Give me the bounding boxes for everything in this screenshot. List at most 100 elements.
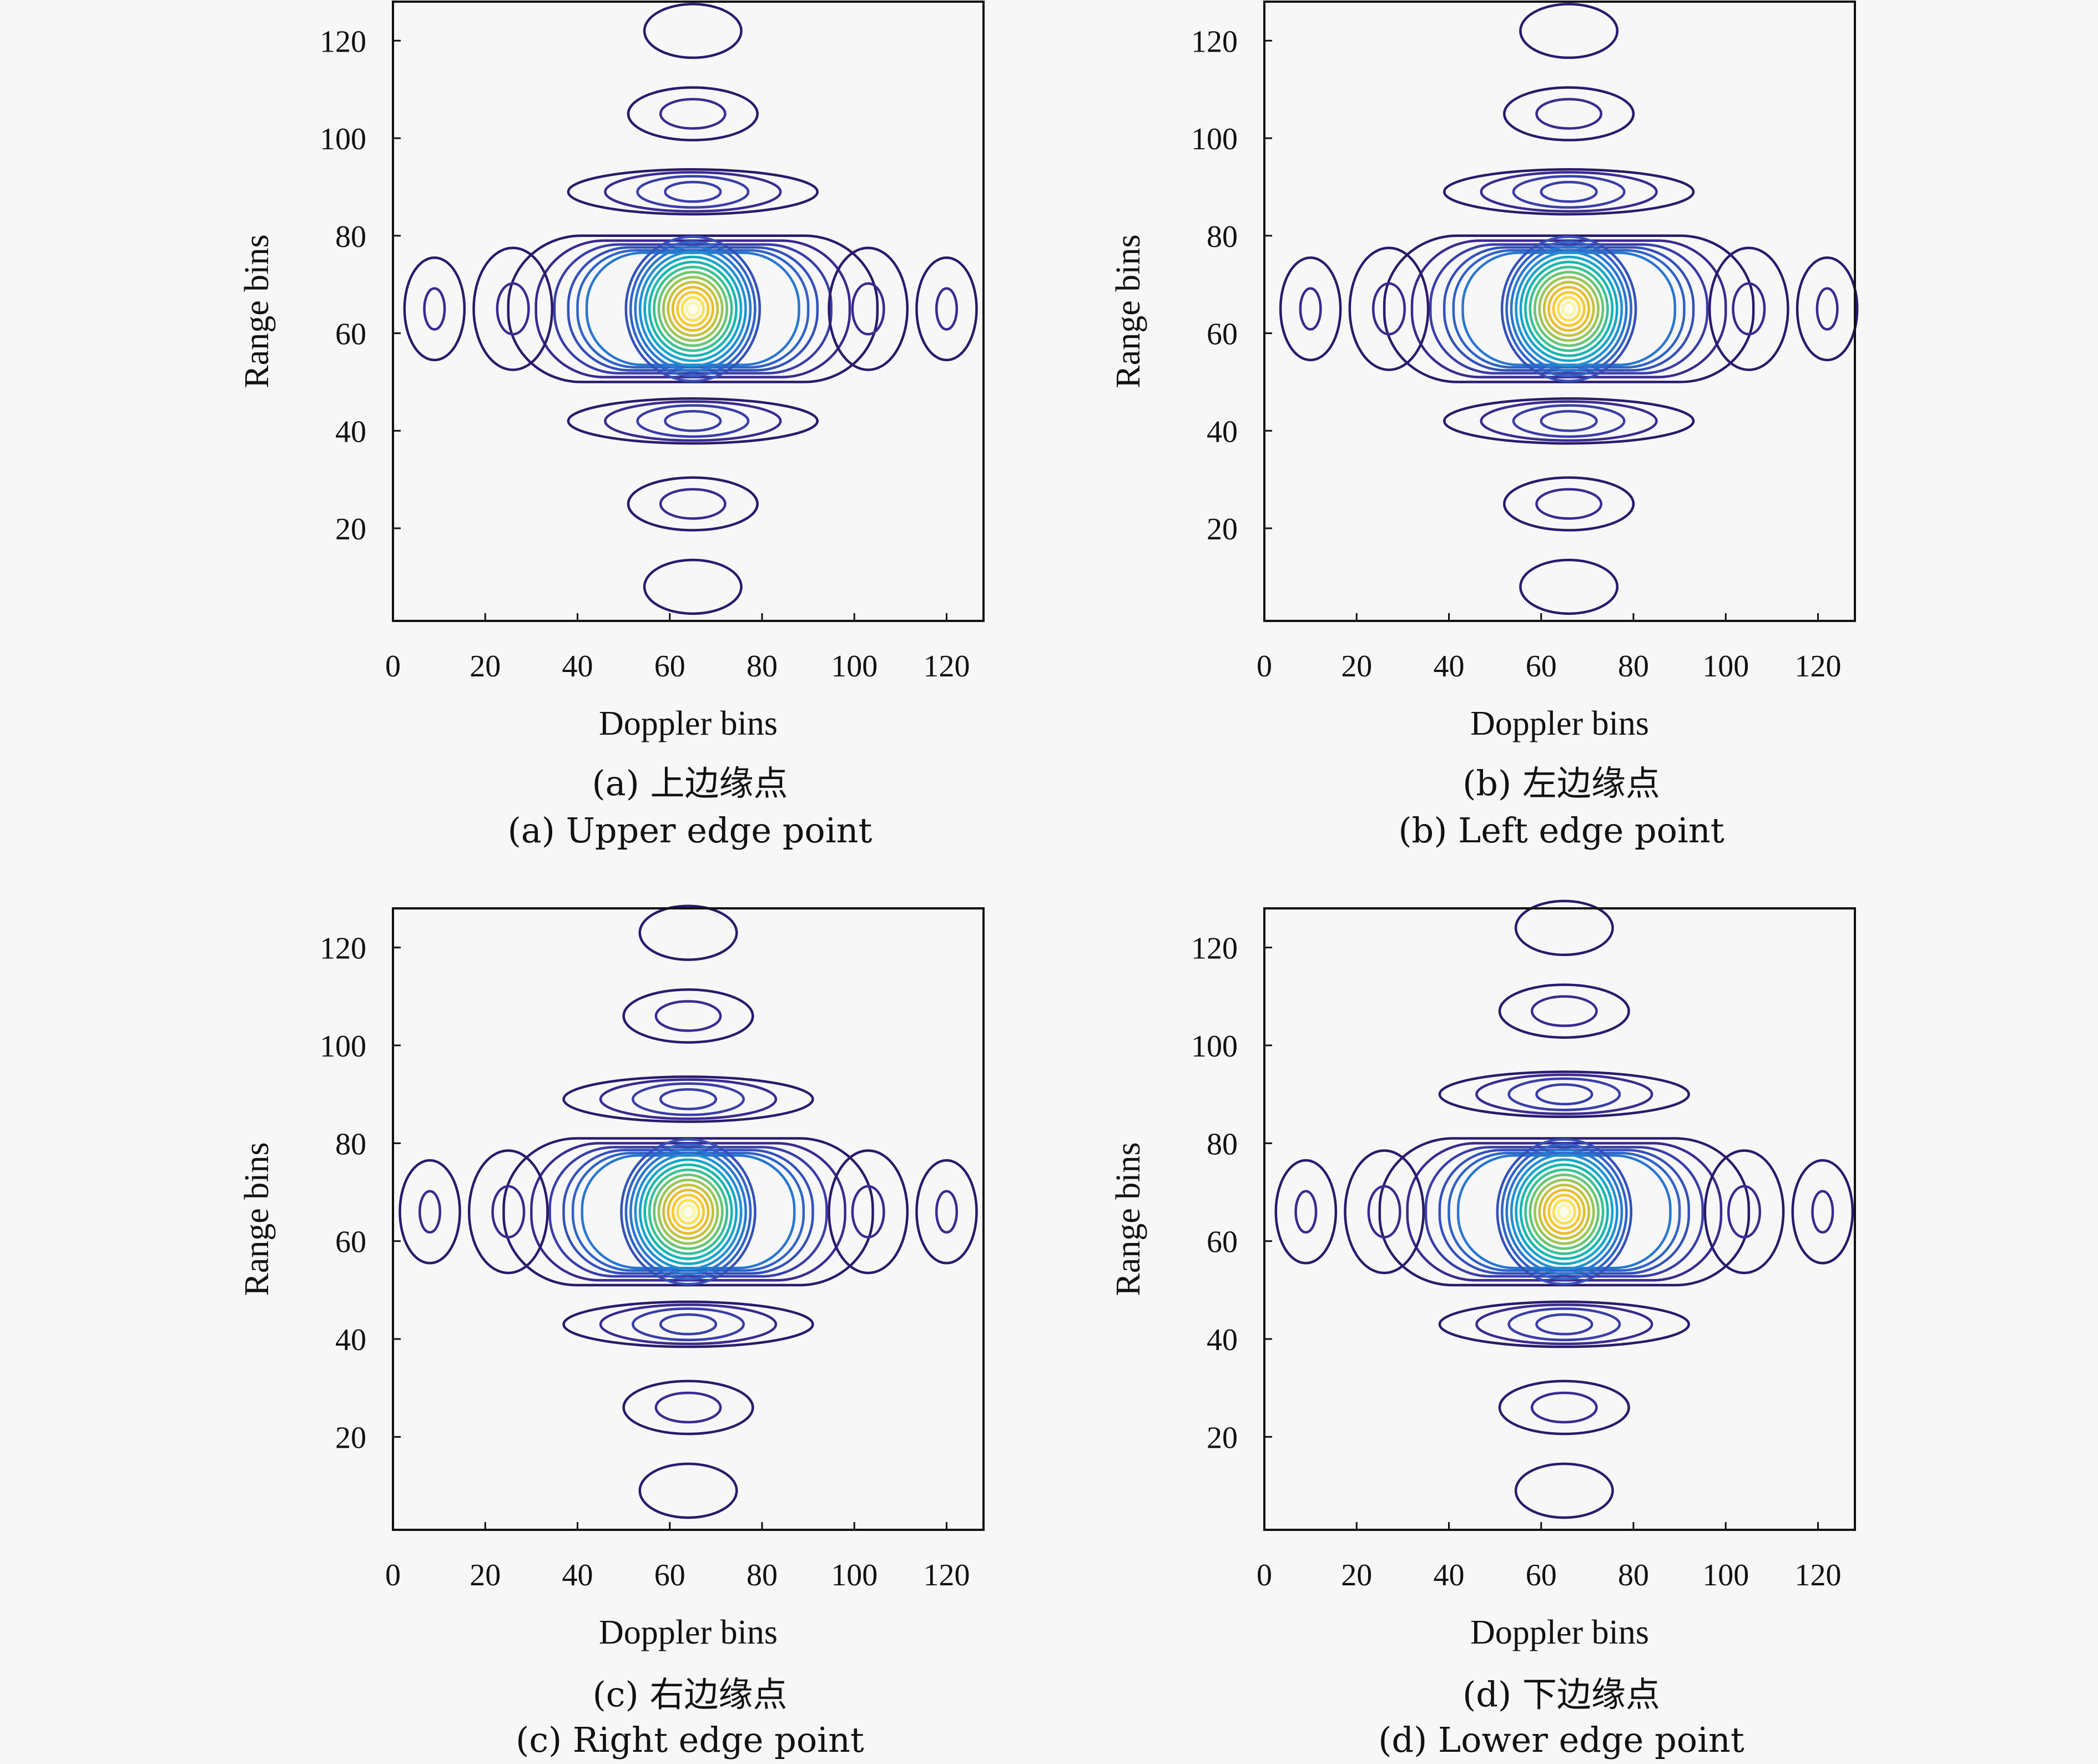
contour-range-lobe-c-3-0 <box>562 1075 814 1123</box>
contour-range-lobe-d-1-1 <box>1530 1391 1598 1424</box>
contour-mainlobe-a-0 <box>624 235 761 382</box>
contour-envelope-c-2 <box>548 1146 828 1278</box>
contour-range-lobe-d-4-1 <box>1530 995 1598 1027</box>
contour-envelope-b-4 <box>1452 249 1686 369</box>
contour-range-lobe-c-1-0 <box>622 1379 754 1436</box>
contour-range-lobe-d-3-3 <box>1535 1083 1593 1106</box>
contour-range-lobe-a-2-3 <box>664 410 722 432</box>
contour-range-lobe-a-1-0 <box>627 476 759 532</box>
contour-range-lobe-a-3-2 <box>636 175 750 209</box>
panel-b: 0 20 40 60 80 100 120 20 40 60 80 100 120 Doppler bin… <box>1109 1 1859 742</box>
contour-mainlobe-a-5 <box>648 260 738 357</box>
contour-range-lobe-a-1-1 <box>659 488 727 520</box>
contour-range-lobe-b-3-1 <box>1480 171 1658 213</box>
ytick-label-d-5: 120 <box>1191 932 1238 966</box>
contour-range-lobe-a-3-0 <box>567 168 819 216</box>
contour-doppler-lobe-c-3-0 <box>915 1159 978 1265</box>
contour-doppler-lobe-c-1-1 <box>491 1185 526 1239</box>
contour-mainlobe-d-7 <box>1529 1174 1600 1250</box>
contour-range-lobe-d-2-2 <box>1507 1307 1621 1342</box>
contour-range-lobe-d-0-0 <box>1514 1462 1614 1519</box>
contour-mainlobe-b-8 <box>1538 276 1600 342</box>
contour-doppler-lobe-a-1-0 <box>472 246 554 371</box>
contour-range-lobe-d-3-0 <box>1438 1070 1690 1118</box>
yaxis-label-a: Range bins <box>238 234 276 388</box>
contour-mainlobe-a-6 <box>653 265 733 352</box>
contour-mainlobe-b-12 <box>1557 296 1581 322</box>
xtick-label-a-2: 40 <box>562 649 593 684</box>
xtick-label-a-3: 60 <box>654 649 685 684</box>
ytick-label-d-2: 60 <box>1207 1225 1238 1260</box>
contour-mainlobe-c-5 <box>643 1163 733 1260</box>
xaxis-label-a: Doppler bins <box>599 705 778 742</box>
contour-range-lobe-b-3-3 <box>1540 180 1598 203</box>
contour-mainlobe-c-11 <box>672 1194 705 1230</box>
contour-doppler-lobe-d-1-0 <box>1344 1149 1425 1275</box>
contour-range-lobe-c-3-3 <box>659 1088 718 1110</box>
contour-mainlobe-a-3 <box>638 250 747 367</box>
ytick-label-b-0: 20 <box>1207 512 1238 547</box>
contour-doppler-lobe-d-2-0 <box>1703 1149 1785 1275</box>
contour-range-lobe-c-3-1 <box>599 1078 778 1120</box>
contour-doppler-lobe-c-3-1 <box>935 1190 959 1234</box>
ytick-label-a-4: 100 <box>320 122 366 156</box>
xtick-label-b-4: 80 <box>1618 649 1649 684</box>
contour-mainlobe-c-1 <box>624 1143 752 1281</box>
contour-range-lobe-b-1-1 <box>1535 488 1603 520</box>
contour-range-lobe-b-5-0 <box>1519 3 1619 59</box>
contour-range-lobe-b-2-3 <box>1540 410 1598 432</box>
peak-marker-c <box>684 1207 693 1216</box>
contour-envelope-a-4 <box>576 249 810 369</box>
axes-frame-b <box>1263 1 1856 622</box>
xtick-label-a-4: 80 <box>747 649 778 684</box>
contour-mainlobe-d-5 <box>1519 1163 1609 1260</box>
ytick-label-a-2: 60 <box>335 317 366 352</box>
peak-marker-a <box>688 305 697 314</box>
contour-range-lobe-d-3-2 <box>1507 1077 1621 1111</box>
ytick-label-b-2: 60 <box>1207 317 1238 352</box>
contour-range-lobe-d-5-0 <box>1514 899 1614 957</box>
ytick-label-d-4: 100 <box>1191 1029 1238 1064</box>
contour-range-lobe-c-2-3 <box>659 1313 718 1336</box>
contour-mainlobe-c-4 <box>638 1158 738 1265</box>
xtick-label-b-2: 40 <box>1434 649 1465 684</box>
caption-c-cn: (c) 右边缘点 <box>593 1674 788 1715</box>
contour-mainlobe-c-0 <box>620 1138 757 1286</box>
caption-d-cn: (d) 下边缘点 <box>1462 1674 1660 1715</box>
contour-mainlobe-b-10 <box>1547 286 1591 332</box>
xtick-label-c-5: 100 <box>831 1558 877 1593</box>
contour-mainlobe-d-0 <box>1496 1138 1633 1286</box>
contour-mainlobe-b-2 <box>1510 245 1628 372</box>
contour-range-lobe-a-5-0 <box>643 3 743 59</box>
contour-mainlobe-b-13 <box>1561 301 1576 317</box>
ytick-label-b-5: 120 <box>1191 24 1238 59</box>
contour-doppler-lobe-d-2-1 <box>1727 1185 1762 1239</box>
contour-doppler-lobe-b-0-0 <box>1279 256 1342 362</box>
caption-a-en: (a) Upper edge point <box>508 810 873 851</box>
xtick-label-a-6: 120 <box>924 649 970 684</box>
contour-doppler-lobe-a-3-0 <box>915 256 978 362</box>
caption-b-cn: (b) 左边缘点 <box>1462 763 1660 803</box>
xtick-label-d-4: 80 <box>1618 1558 1649 1593</box>
contour-mainlobe-a-8 <box>662 276 724 342</box>
contour-doppler-lobe-d-3-1 <box>1811 1190 1834 1234</box>
xtick-label-b-0: 0 <box>1257 649 1272 684</box>
contour-mainlobe-a-13 <box>685 301 700 317</box>
contour-mainlobe-a-12 <box>680 296 705 322</box>
ytick-label-c-4: 100 <box>320 1029 366 1064</box>
contour-doppler-lobe-b-0-1 <box>1299 287 1322 331</box>
contour-mainlobe-b-11 <box>1552 291 1586 327</box>
contour-mainlobe-b-1 <box>1505 240 1632 377</box>
contour-range-lobe-b-4-1 <box>1535 98 1603 130</box>
contour-mainlobe-b-0 <box>1500 235 1637 382</box>
contour-mainlobe-a-11 <box>676 291 710 327</box>
contour-doppler-lobe-a-3-1 <box>935 287 959 331</box>
xaxis-label-c: Doppler bins <box>599 1614 778 1651</box>
caption-d-en: (d) Lower edge point <box>1378 1720 1744 1760</box>
ytick-label-d-3: 80 <box>1207 1127 1238 1161</box>
yaxis-label-c: Range bins <box>238 1142 276 1296</box>
contour-mainlobe-b-9 <box>1542 281 1595 337</box>
caption-b-en: (b) Left edge point <box>1398 810 1724 851</box>
contour-mainlobe-c-8 <box>657 1179 719 1245</box>
